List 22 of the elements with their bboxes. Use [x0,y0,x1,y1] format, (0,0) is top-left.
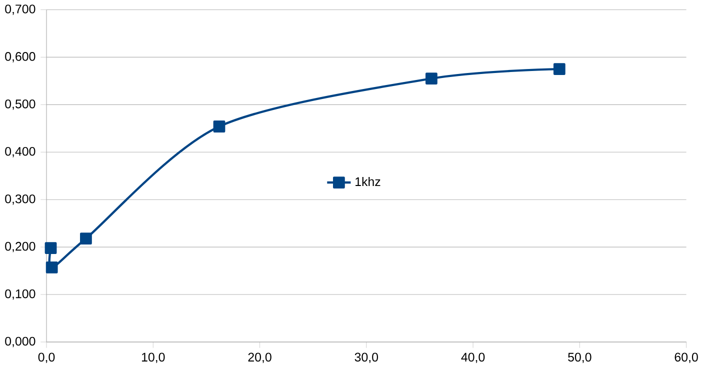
legend-label: 1khz [356,177,380,186]
x-tick-label: 40,0 [461,352,485,364]
point [553,63,566,76]
x-tick-label: 60,0 [674,352,698,364]
point [46,262,58,274]
y-tick-label: 0,300 [5,194,36,205]
x-tick-label: 30,0 [354,352,378,364]
point [213,120,226,133]
point [80,232,92,245]
y-tick-label: 0,500 [5,100,36,110]
y-tick-label: 0,700 [5,4,36,16]
point [426,72,438,85]
y-tick-label: 0,600 [5,52,36,62]
y-tick-label: 0,100 [5,290,36,300]
y-tick-label: 0,400 [5,147,36,158]
y-tick-label: 0,200 [5,242,36,252]
point [44,242,57,254]
x-tick-label: 10,0 [142,352,165,364]
x-tick-label: 20,0 [248,352,272,364]
x-tick-label: 0,0 [38,352,55,364]
x-tick-label: 50,0 [568,352,592,364]
y-tick-label: 0,000 [5,337,36,348]
